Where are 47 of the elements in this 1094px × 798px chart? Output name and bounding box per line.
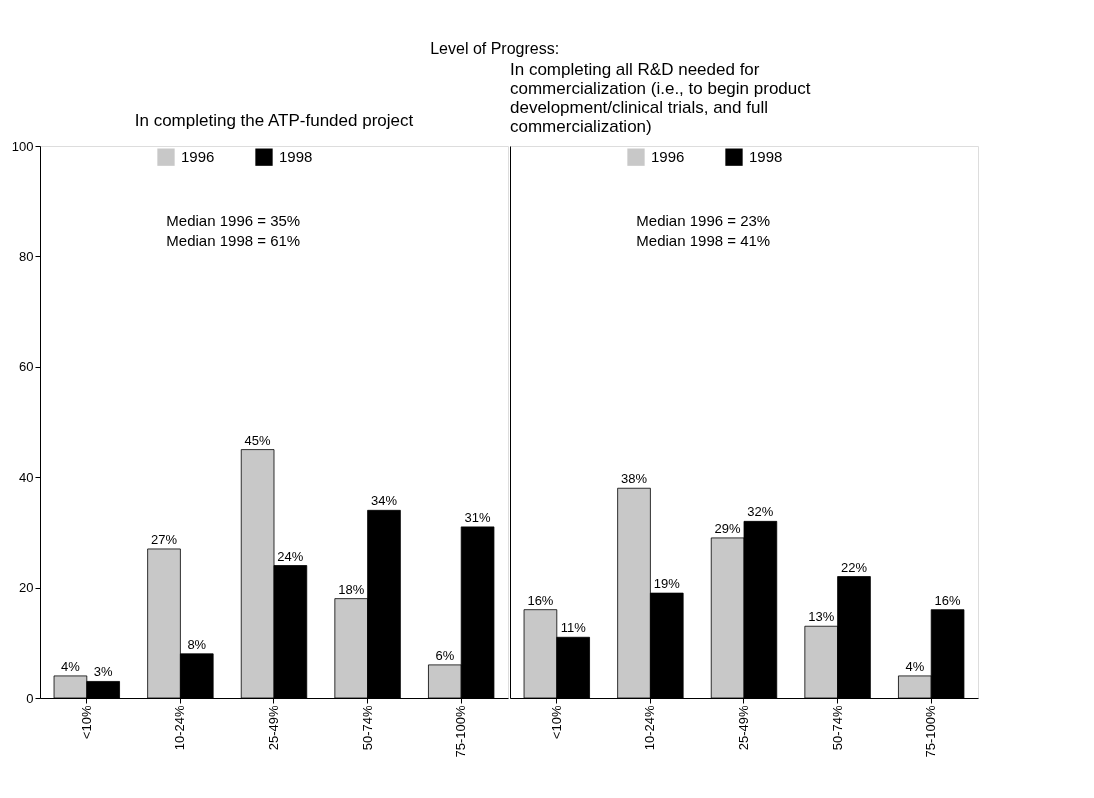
data-label: 8% — [187, 636, 207, 652]
chart-title: In completing all R&D needed for commercialization (i.e., to begin product development/clinical trials, and full commercialization) — [510, 60, 811, 136]
legend-label: 1996 — [181, 148, 215, 166]
y-tick-label: 0 — [26, 690, 34, 706]
x-tick-label: <10% — [548, 705, 564, 740]
x-tick-label: 25-49% — [736, 705, 751, 751]
y-tick-label: 100 — [11, 138, 34, 154]
data-label: 31% — [464, 509, 492, 525]
annotation: Median 1996 = 35% — [166, 212, 301, 229]
data-label: 19% — [653, 576, 681, 592]
legend-label: 1996 — [651, 148, 685, 166]
annotation: Median 1996 = 23% — [636, 212, 771, 229]
data-label: 32% — [747, 504, 774, 520]
data-label: 18% — [338, 581, 365, 597]
legend-label: 1998 — [279, 148, 313, 166]
data-label: 29% — [714, 520, 742, 536]
data-label: 3% — [93, 664, 114, 680]
x-tick-label: 75-100% — [453, 705, 469, 758]
data-label: 27% — [151, 531, 178, 547]
data-label: 6% — [435, 647, 455, 663]
x-tick-label: 75-100% — [923, 705, 939, 758]
data-label: 45% — [244, 432, 272, 448]
x-tick-label: 50-74% — [829, 705, 845, 751]
x-tick-label: <10% — [78, 705, 94, 740]
y-tick-label: 20 — [19, 580, 34, 596]
annotation: Median 1998 = 41% — [636, 232, 771, 249]
legend-label: 1998 — [749, 148, 783, 166]
data-label: 34% — [370, 493, 398, 509]
x-tick-label: 10-24% — [642, 705, 658, 751]
data-label: 13% — [808, 609, 835, 625]
y-tick-label: 40 — [19, 469, 34, 485]
y-tick-label: 80 — [19, 248, 34, 264]
data-label: 4% — [905, 658, 925, 674]
x-tick-label: 25-49% — [266, 705, 281, 751]
chart-subtitle: In completing the ATP-funded project — [134, 111, 414, 130]
x-tick-label: 10-24% — [172, 705, 188, 751]
data-label: 38% — [621, 471, 648, 487]
data-label: 16% — [934, 592, 962, 608]
chart-title: Level of Progress: — [430, 39, 560, 57]
data-label: 24% — [277, 548, 304, 564]
data-label: 4% — [61, 658, 81, 674]
annotation: Median 1998 = 61% — [166, 232, 301, 249]
y-tick-label: 60 — [19, 359, 34, 375]
data-label: 22% — [840, 559, 868, 575]
data-label: 16% — [527, 592, 554, 608]
data-label: 11% — [560, 620, 587, 636]
x-tick-label: 50-74% — [359, 705, 375, 751]
